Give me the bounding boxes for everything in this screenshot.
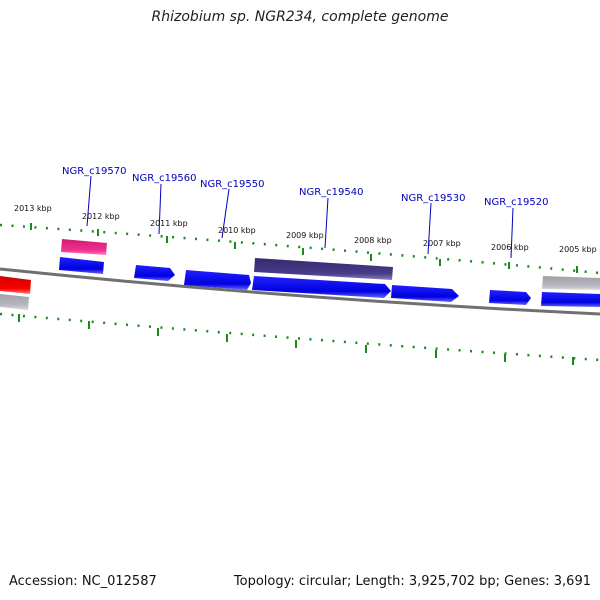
gene-label[interactable]: NGR_c19520 [484,197,549,208]
scale-label: 2012 kbp [82,212,120,221]
gene-forward[interactable] [391,285,459,302]
genome-backbone [0,267,600,316]
gene-grey-left[interactable] [0,294,29,310]
gene-red[interactable] [0,276,31,294]
scale-label: 2008 kbp [354,236,392,245]
gene-labels: NGR_c19570 NGR_c19560 NGR_c19550 NGR_c19… [62,166,549,208]
scale-label: 2011 kbp [150,219,188,228]
scale-label: 2006 kbp [491,243,529,252]
scale-label: 2013 kbp [14,204,52,213]
accession-text: Accession: NC_012587 [9,574,157,589]
topology-text: Topology: circular; Length: 3,925,702 bp… [233,574,591,589]
gene-pink[interactable] [61,239,107,255]
scale-label: 2007 kbp [423,239,461,248]
gene-label[interactable]: NGR_c19560 [132,173,197,184]
gene-leader-lines [86,175,514,259]
gene-forward[interactable] [252,276,391,298]
scale-label: 2005 kbp [559,245,597,254]
map-title: Rhizobium sp. NGR234, complete genome [151,9,449,25]
scale-labels: 2013 kbp 2012 kbp 2011 kbp 2010 kbp 2009… [14,204,597,254]
gene-forward[interactable] [134,265,175,281]
outer-scale-arc [0,223,600,275]
scale-label: 2010 kbp [218,226,256,235]
gene-forward[interactable] [184,270,251,290]
gene-dark[interactable] [254,258,393,280]
scale-label: 2009 kbp [286,231,324,240]
inner-scale-arc [0,312,600,365]
gene-label[interactable]: NGR_c19530 [401,193,466,204]
gene-forward[interactable] [59,257,104,274]
gene-forward[interactable] [489,290,531,305]
gene-label[interactable]: NGR_c19570 [62,166,127,177]
gene-forward[interactable] [541,292,600,307]
gene-grey-right[interactable] [542,276,600,290]
gene-label[interactable]: NGR_c19550 [200,179,265,190]
gene-label[interactable]: NGR_c19540 [299,187,364,198]
